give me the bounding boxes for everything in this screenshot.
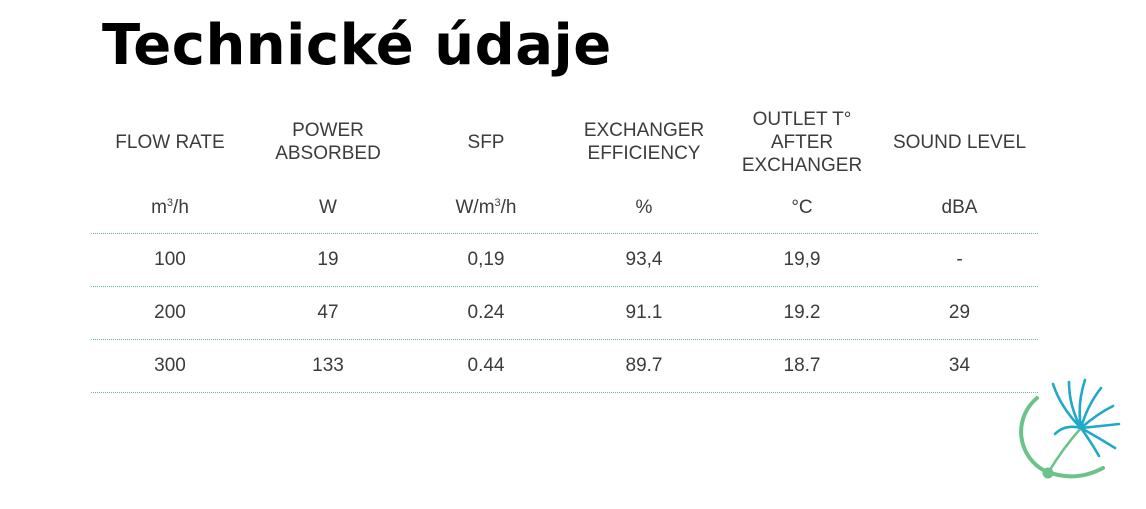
table-cell: 200 <box>154 302 186 323</box>
unit-sfp: W/m3/h <box>455 196 517 218</box>
header-outlet-temperature: OUTLET T° AFTER EXCHANGER <box>741 108 863 176</box>
table-row: 200 47 0.24 91.1 19.2 29 <box>91 287 1038 340</box>
table-cell: 19 <box>317 249 339 270</box>
table-cell: 47 <box>317 302 339 323</box>
table-unit-row: m3/h W W/m3/h % °C dBA <box>91 186 1038 234</box>
table-cell: 93,4 <box>625 249 663 270</box>
table-cell: 34 <box>948 355 971 376</box>
table-row: 300 133 0.44 89.7 18.7 34 <box>91 340 1038 393</box>
unit-power: W <box>319 196 337 218</box>
spec-table: FLOW RATE POWER ABSORBED SFP EXCHANGER E… <box>91 98 1038 393</box>
table-row: 100 19 0,19 93,4 19,9 - <box>91 234 1038 287</box>
header-exchanger-efficiency: EXCHANGER EFFICIENCY <box>583 120 705 164</box>
table-cell: 29 <box>948 302 971 323</box>
table-cell: 91.1 <box>625 302 663 323</box>
unit-flow-rate: m3/h <box>151 196 189 218</box>
table-cell: 133 <box>312 355 344 376</box>
table-cell: 19.2 <box>783 302 821 323</box>
table-cell: 100 <box>154 249 186 270</box>
table-cell: 0.24 <box>467 302 505 323</box>
table-cell: 18.7 <box>783 355 821 376</box>
header-power-absorbed: POWER ABSORBED <box>275 120 381 164</box>
table-cell: 19,9 <box>783 249 821 270</box>
dandelion-logo-icon <box>1019 378 1121 479</box>
header-flow-rate: FLOW RATE <box>115 131 225 153</box>
table-cell: 0,19 <box>467 249 505 270</box>
unit-efficiency: % <box>635 196 653 218</box>
table-cell: 300 <box>154 355 186 376</box>
table-cell: 89.7 <box>625 355 663 376</box>
table-cell: - <box>956 249 963 270</box>
header-sound-level: SOUND LEVEL <box>892 131 1027 153</box>
table-header-row: FLOW RATE POWER ABSORBED SFP EXCHANGER E… <box>91 98 1038 186</box>
table-cell: 0.44 <box>467 355 505 376</box>
unit-temperature: °C <box>791 196 813 218</box>
page-title: Technické údaje <box>102 13 612 78</box>
header-sfp: SFP <box>467 131 505 153</box>
unit-sound: dBA <box>941 196 978 218</box>
